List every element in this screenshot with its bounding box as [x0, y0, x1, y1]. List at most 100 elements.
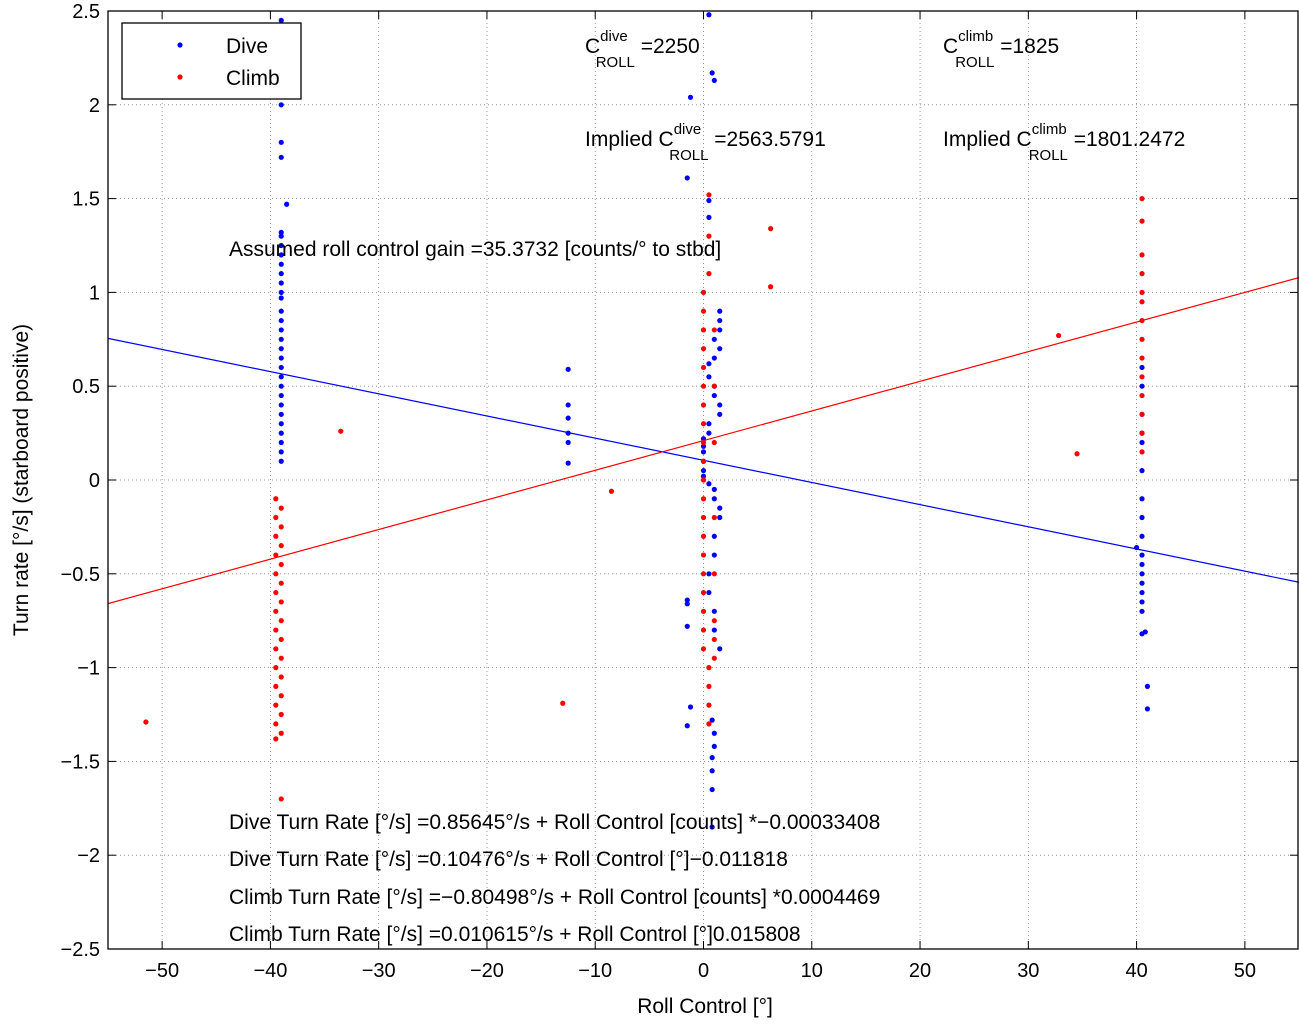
- point-dive: [565, 366, 571, 372]
- annotation-eq4: Climb Turn Rate [°/s] =0.010615°/s + Rol…: [229, 923, 801, 946]
- point-climb: [711, 439, 717, 446]
- point-climb: [711, 571, 717, 577]
- point-climb: [560, 700, 566, 706]
- point-climb: [706, 665, 712, 671]
- point-dive: [711, 608, 717, 614]
- point-dive: [565, 415, 571, 421]
- point-dive: [278, 449, 284, 455]
- point-dive: [711, 743, 717, 749]
- point-climb: [608, 488, 615, 494]
- point-dive: [706, 197, 712, 204]
- point-climb: [711, 655, 717, 661]
- point-climb: [700, 533, 707, 539]
- point-dive: [1144, 706, 1151, 712]
- point-dive: [1142, 629, 1148, 635]
- point-dive: [278, 364, 284, 371]
- point-dive: [284, 201, 290, 207]
- point-dive: [1139, 439, 1145, 446]
- point-climb: [1139, 355, 1145, 361]
- x-tick-label: −20: [470, 960, 504, 982]
- point-climb: [1074, 451, 1080, 457]
- point-dive: [278, 374, 284, 380]
- point-dive: [684, 597, 690, 603]
- point-dive: [278, 430, 284, 436]
- point-climb: [1139, 218, 1145, 224]
- legend: Dive Climb: [121, 22, 302, 100]
- point-climb: [706, 683, 712, 689]
- point-climb: [706, 271, 712, 277]
- point-climb: [700, 627, 707, 633]
- annotation-gain: Assumed roll control gain =35.3732 [coun…: [229, 238, 721, 261]
- point-climb: [338, 428, 344, 434]
- point-climb: [711, 514, 717, 521]
- point-dive: [278, 336, 284, 342]
- point-climb: [700, 402, 707, 408]
- point-climb: [273, 736, 279, 742]
- point-dive: [717, 346, 723, 352]
- point-dive: [709, 717, 715, 723]
- point-dive: [706, 571, 712, 577]
- point-climb: [278, 543, 284, 549]
- point-dive: [687, 94, 694, 100]
- point-climb: [273, 702, 279, 708]
- y-tick-label: −2: [77, 845, 100, 867]
- point-dive: [717, 646, 723, 652]
- y-tick-label: −1: [77, 658, 100, 680]
- point-dive: [278, 102, 284, 108]
- point-dive: [717, 411, 723, 417]
- legend-marker-climb: [177, 74, 183, 80]
- point-climb: [278, 636, 284, 643]
- point-climb: [706, 233, 712, 239]
- point-climb: [1139, 299, 1145, 305]
- x-tick-label: −40: [253, 960, 287, 982]
- point-dive: [706, 589, 712, 596]
- point-climb: [1139, 449, 1145, 455]
- point-climb: [273, 533, 279, 539]
- point-climb: [706, 192, 712, 198]
- point-dive: [1139, 608, 1145, 614]
- point-dive: [700, 443, 707, 449]
- point-dive: [278, 308, 284, 314]
- point-dive: [700, 449, 707, 455]
- y-tick-label: 0: [89, 470, 100, 492]
- y-tick-label: −0.5: [61, 564, 100, 586]
- point-climb: [278, 674, 284, 680]
- point-climb: [273, 608, 279, 614]
- point-climb: [768, 284, 774, 290]
- point-climb: [700, 552, 707, 558]
- point-climb: [1139, 252, 1145, 258]
- point-dive: [278, 346, 284, 352]
- point-climb: [700, 289, 707, 295]
- point-dive: [1139, 496, 1145, 502]
- point-dive: [1139, 468, 1145, 474]
- point-dive: [1139, 514, 1145, 521]
- point-climb: [1139, 317, 1145, 324]
- point-dive: [565, 430, 571, 436]
- point-climb: [1139, 374, 1145, 380]
- point-dive: [684, 175, 690, 181]
- point-climb: [1139, 271, 1145, 277]
- point-dive: [1133, 544, 1140, 551]
- point-dive: [706, 361, 712, 367]
- point-dive: [278, 154, 284, 160]
- legend-label-dive: Dive: [226, 35, 268, 58]
- point-dive: [278, 402, 284, 408]
- annotation-eq1: Dive Turn Rate [°/s] =0.85645°/s + Roll …: [229, 811, 880, 834]
- point-climb: [278, 505, 284, 511]
- point-climb: [1139, 430, 1145, 436]
- point-dive: [278, 383, 284, 389]
- point-climb: [700, 496, 707, 502]
- point-dive: [1139, 383, 1145, 389]
- point-dive: [278, 355, 284, 361]
- point-dive: [1139, 589, 1145, 596]
- point-climb: [700, 571, 707, 577]
- point-climb: [768, 226, 774, 232]
- point-climb: [278, 655, 284, 661]
- point-dive: [1139, 599, 1145, 605]
- point-climb: [278, 580, 284, 586]
- point-dive: [717, 327, 723, 333]
- data-points: [143, 12, 1151, 830]
- point-dive: [717, 308, 723, 314]
- point-climb: [700, 364, 707, 371]
- point-dive: [709, 755, 715, 761]
